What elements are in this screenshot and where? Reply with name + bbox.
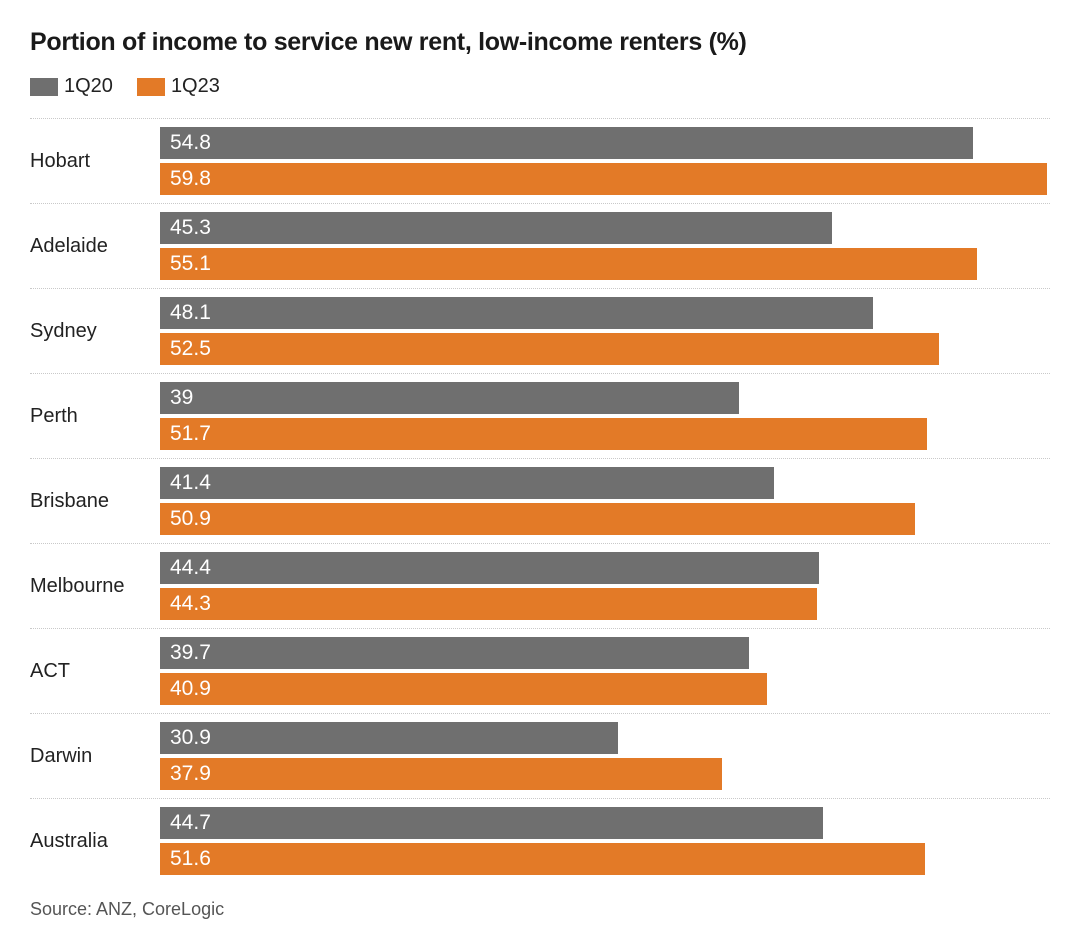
bar-track: 55.1 — [160, 248, 1050, 280]
bar-track: 48.1 — [160, 297, 1050, 329]
category-label: Perth — [30, 382, 160, 450]
bar-track: 37.9 — [160, 758, 1050, 790]
bar-1q20: 39.7 — [160, 637, 749, 669]
bar-track: 30.9 — [160, 722, 1050, 754]
chart-source: Source: ANZ, CoreLogic — [30, 899, 1050, 920]
bar-track: 41.4 — [160, 467, 1050, 499]
bar-track: 50.9 — [160, 503, 1050, 535]
bar-track: 51.7 — [160, 418, 1050, 450]
bar-group: 30.9 37.9 — [160, 722, 1050, 790]
bar-1q23: 40.9 — [160, 673, 767, 705]
bar-group: 41.4 50.9 — [160, 467, 1050, 535]
chart-row: Perth39 51.7 — [30, 373, 1050, 458]
bar-1q23: 51.7 — [160, 418, 927, 450]
bar-track: 44.4 — [160, 552, 1050, 584]
category-label: Australia — [30, 807, 160, 875]
bar-track: 54.8 — [160, 127, 1050, 159]
bar-track: 52.5 — [160, 333, 1050, 365]
bar-group: 39 51.7 — [160, 382, 1050, 450]
chart-legend: 1Q20 1Q23 — [30, 75, 1050, 98]
chart-row: Australia44.7 51.6 — [30, 798, 1050, 883]
chart-title: Portion of income to service new rent, l… — [30, 28, 1050, 57]
category-label: Adelaide — [30, 212, 160, 280]
chart-row: Melbourne44.4 44.3 — [30, 543, 1050, 628]
bar-1q23: 44.3 — [160, 588, 817, 620]
bar-group: 48.1 52.5 — [160, 297, 1050, 365]
legend-swatch-1q20 — [30, 78, 58, 96]
bar-1q23: 51.6 — [160, 843, 925, 875]
legend-item-1q23: 1Q23 — [137, 75, 220, 98]
bar-1q20: 45.3 — [160, 212, 832, 244]
bar-group: 44.7 51.6 — [160, 807, 1050, 875]
bar-1q20: 54.8 — [160, 127, 973, 159]
bar-1q20: 44.7 — [160, 807, 823, 839]
bar-group: 45.3 55.1 — [160, 212, 1050, 280]
bar-1q20: 39 — [160, 382, 739, 414]
category-label: Sydney — [30, 297, 160, 365]
chart-row: Sydney48.1 52.5 — [30, 288, 1050, 373]
bar-track: 40.9 — [160, 673, 1050, 705]
legend-label-1q20: 1Q20 — [64, 75, 113, 98]
legend-item-1q20: 1Q20 — [30, 75, 113, 98]
bar-track: 45.3 — [160, 212, 1050, 244]
bar-track: 44.7 — [160, 807, 1050, 839]
bar-1q23: 50.9 — [160, 503, 915, 535]
bar-1q20: 44.4 — [160, 552, 819, 584]
bar-track: 39 — [160, 382, 1050, 414]
bar-group: 44.4 44.3 — [160, 552, 1050, 620]
bar-1q20: 48.1 — [160, 297, 873, 329]
bar-1q20: 41.4 — [160, 467, 774, 499]
bar-1q23: 59.8 — [160, 163, 1047, 195]
category-label: Hobart — [30, 127, 160, 195]
bar-1q23: 52.5 — [160, 333, 939, 365]
bar-track: 44.3 — [160, 588, 1050, 620]
legend-label-1q23: 1Q23 — [171, 75, 220, 98]
bar-group: 39.7 40.9 — [160, 637, 1050, 705]
bar-track: 59.8 — [160, 163, 1050, 195]
chart-row: ACT39.7 40.9 — [30, 628, 1050, 713]
category-label: Brisbane — [30, 467, 160, 535]
category-label: Melbourne — [30, 552, 160, 620]
category-label: Darwin — [30, 722, 160, 790]
bar-group: 54.8 59.8 — [160, 127, 1050, 195]
legend-swatch-1q23 — [137, 78, 165, 96]
category-label: ACT — [30, 637, 160, 705]
bar-1q23: 55.1 — [160, 248, 977, 280]
chart-row: Adelaide45.3 55.1 — [30, 203, 1050, 288]
bar-1q23: 37.9 — [160, 758, 722, 790]
bar-track: 51.6 — [160, 843, 1050, 875]
bar-track: 39.7 — [160, 637, 1050, 669]
rent-income-chart: Portion of income to service new rent, l… — [0, 0, 1080, 940]
bar-1q20: 30.9 — [160, 722, 618, 754]
chart-plot-area: Hobart54.859.8Adelaide45.355.1Sydney48.1… — [30, 118, 1050, 883]
chart-row: Darwin30.9 37.9 — [30, 713, 1050, 798]
chart-row: Hobart54.8 59.8 — [30, 118, 1050, 203]
chart-row: Brisbane41.4 50.9 — [30, 458, 1050, 543]
